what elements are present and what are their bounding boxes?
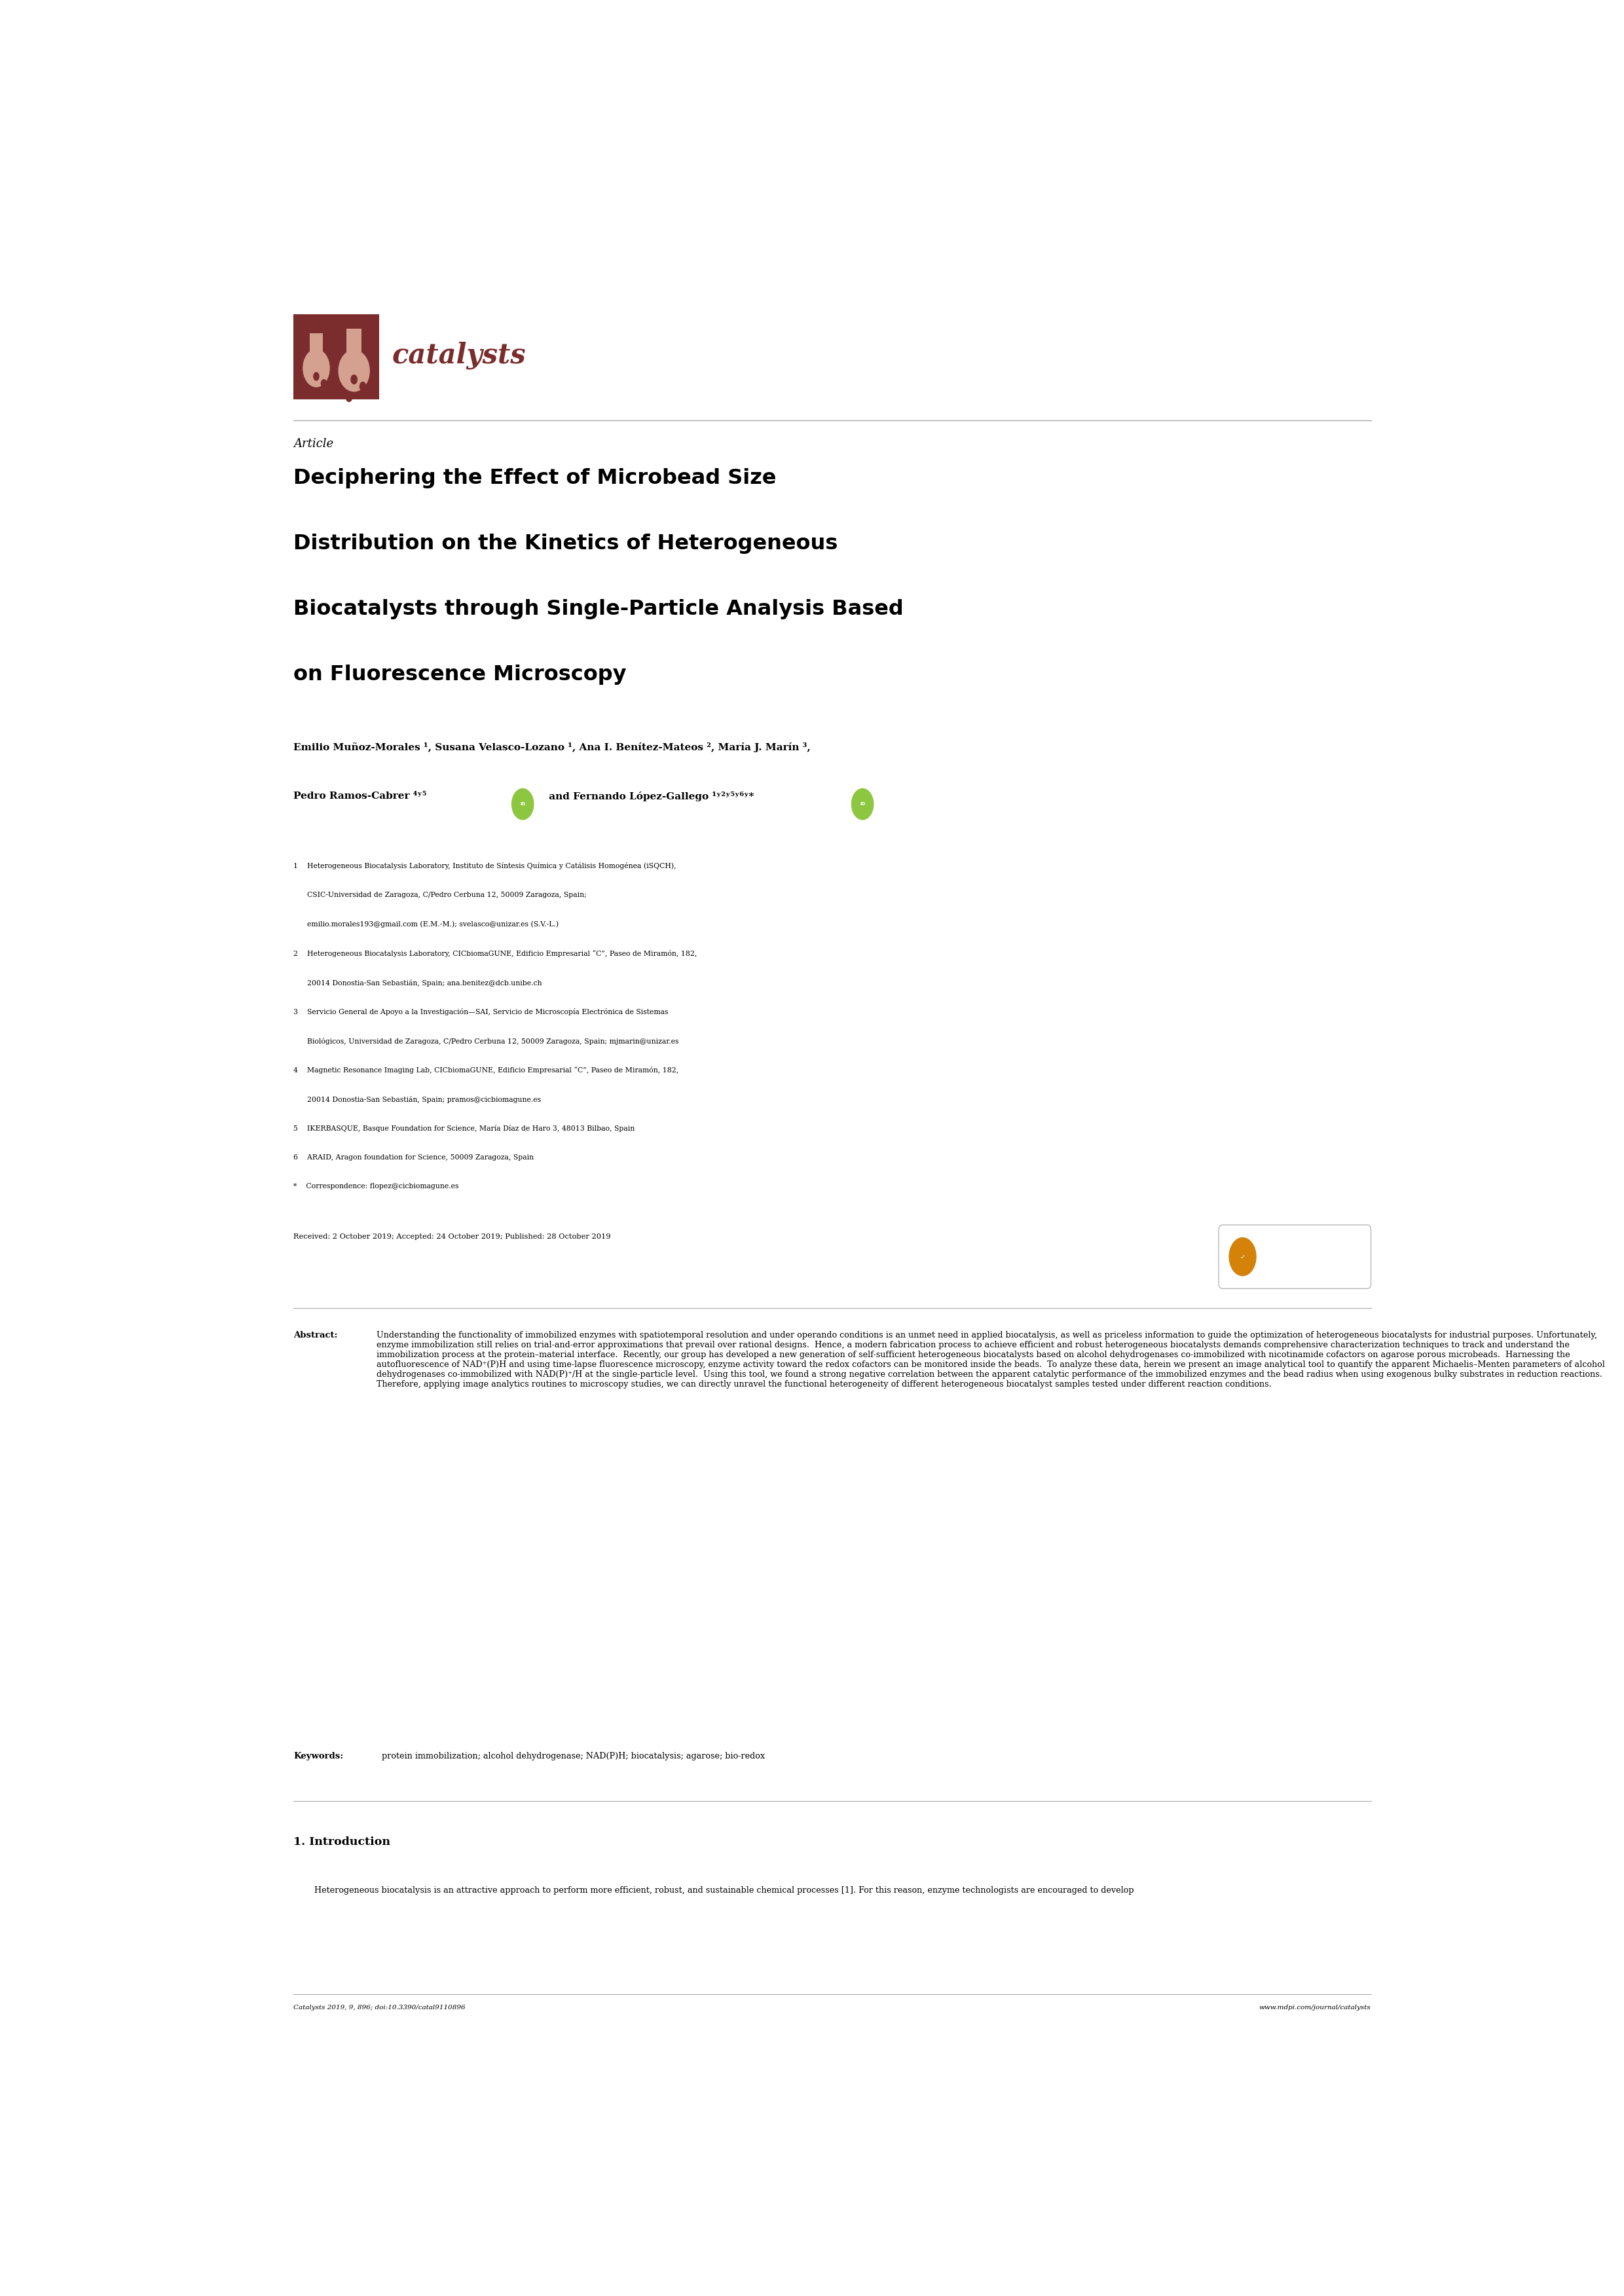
Text: iD: iD [520, 801, 526, 806]
Text: ✓: ✓ [1241, 1254, 1246, 1261]
FancyBboxPatch shape [310, 333, 323, 356]
Circle shape [309, 388, 315, 397]
FancyBboxPatch shape [294, 315, 380, 400]
Text: 2    Heterogeneous Biocatalysis Laboratory, CICbiomaGUNE, Edificio Empresarial “: 2 Heterogeneous Biocatalysis Laboratory,… [294, 951, 697, 957]
Text: Pedro Ramos-Cabrer ⁴ʸ⁵: Pedro Ramos-Cabrer ⁴ʸ⁵ [294, 792, 427, 801]
Text: Heterogeneous biocatalysis is an attractive approach to perform more efficient, : Heterogeneous biocatalysis is an attract… [294, 1885, 1134, 1894]
Circle shape [1229, 1238, 1257, 1277]
Text: www.mdpi.com/journal/catalysts: www.mdpi.com/journal/catalysts [1259, 2004, 1371, 2011]
Text: Deciphering the Effect of Microbead Size: Deciphering the Effect of Microbead Size [294, 468, 776, 489]
Text: 3    Servicio General de Apoyo a la Investigación—SAI, Servicio de Microscopía E: 3 Servicio General de Apoyo a la Investi… [294, 1008, 669, 1015]
Text: 1    Heterogeneous Biocatalysis Laboratory, Instituto de Síntesis Química y Catá: 1 Heterogeneous Biocatalysis Laboratory,… [294, 863, 677, 870]
Circle shape [351, 374, 357, 383]
Text: catalysts: catalysts [391, 342, 526, 370]
FancyBboxPatch shape [346, 328, 362, 356]
Text: *    Correspondence: flopez@cicbiomagune.es: * Correspondence: flopez@cicbiomagune.es [294, 1182, 460, 1189]
Text: Understanding the functionality of immobilized enzymes with spatiotemporal resol: Understanding the functionality of immob… [377, 1332, 1605, 1389]
Ellipse shape [302, 349, 330, 388]
Text: on Fluorescence Microscopy: on Fluorescence Microscopy [294, 664, 627, 684]
Circle shape [320, 379, 326, 388]
Text: and Fernando López-Gallego ¹ʸ²ʸ⁵ʸ⁶ʸ*: and Fernando López-Gallego ¹ʸ²ʸ⁵ʸ⁶ʸ* [546, 792, 754, 801]
Text: 5    IKERBASQUE, Basque Foundation for Science, María Díaz de Haro 3, 48013 Bilb: 5 IKERBASQUE, Basque Foundation for Scie… [294, 1125, 635, 1132]
Text: 20014 Donostia-San Sebastián, Spain; ana.benitez@dcb.unibe.ch: 20014 Donostia-San Sebastián, Spain; ana… [294, 978, 542, 987]
Circle shape [512, 788, 534, 820]
Text: 20014 Donostia-San Sebastián, Spain; pramos@cicbiomagune.es: 20014 Donostia-San Sebastián, Spain; pra… [294, 1095, 541, 1102]
Circle shape [346, 393, 352, 402]
Text: iD: iD [859, 801, 866, 806]
Text: 4    Magnetic Resonance Imaging Lab, CICbiomaGUNE, Edificio Empresarial “C”, Pas: 4 Magnetic Resonance Imaging Lab, CICbio… [294, 1068, 679, 1075]
Text: Catalysts 2019, 9, 896; doi:10.3390/catal9110896: Catalysts 2019, 9, 896; doi:10.3390/cata… [294, 2004, 466, 2011]
Text: protein immobilization; alcohol dehydrogenase; NAD(P)H; biocatalysis; agarose; b: protein immobilization; alcohol dehydrog… [382, 1752, 765, 1761]
Text: 1. Introduction: 1. Introduction [294, 1837, 390, 1848]
Ellipse shape [338, 349, 370, 393]
Text: Received: 2 October 2019; Accepted: 24 October 2019; Published: 28 October 2019: Received: 2 October 2019; Accepted: 24 O… [294, 1233, 611, 1240]
Text: emilio.morales193@gmail.com (E.M.-M.); svelasco@unizar.es (S.V.-L.): emilio.morales193@gmail.com (E.M.-M.); s… [294, 921, 559, 928]
Text: 6    ARAID, Aragon foundation for Science, 50009 Zaragoza, Spain: 6 ARAID, Aragon foundation for Science, … [294, 1155, 534, 1162]
Text: check for: check for [1263, 1244, 1288, 1249]
Text: Abstract:: Abstract: [294, 1332, 338, 1339]
Text: Keywords:: Keywords: [294, 1752, 344, 1761]
Text: Distribution on the Kinetics of Heterogeneous: Distribution on the Kinetics of Heteroge… [294, 533, 838, 553]
Text: Emilio Muñoz-Morales ¹, Susana Velasco-Lozano ¹, Ana I. Benítez-Mateos ², María : Emilio Muñoz-Morales ¹, Susana Velasco-L… [294, 742, 810, 753]
Circle shape [313, 372, 320, 381]
Text: updates: updates [1263, 1265, 1285, 1272]
Text: Biocatalysts through Single-Particle Analysis Based: Biocatalysts through Single-Particle Ana… [294, 599, 905, 620]
FancyBboxPatch shape [1218, 1224, 1371, 1288]
Circle shape [851, 788, 874, 820]
Text: CSIC-Universidad de Zaragoza, C/Pedro Cerbuna 12, 50009 Zaragoza, Spain;: CSIC-Universidad de Zaragoza, C/Pedro Ce… [294, 891, 586, 898]
Text: Biológicos, Universidad de Zaragoza, C/Pedro Cerbuna 12, 50009 Zaragoza, Spain; : Biológicos, Universidad de Zaragoza, C/P… [294, 1038, 679, 1045]
Circle shape [359, 381, 367, 393]
Text: Article: Article [294, 439, 333, 450]
